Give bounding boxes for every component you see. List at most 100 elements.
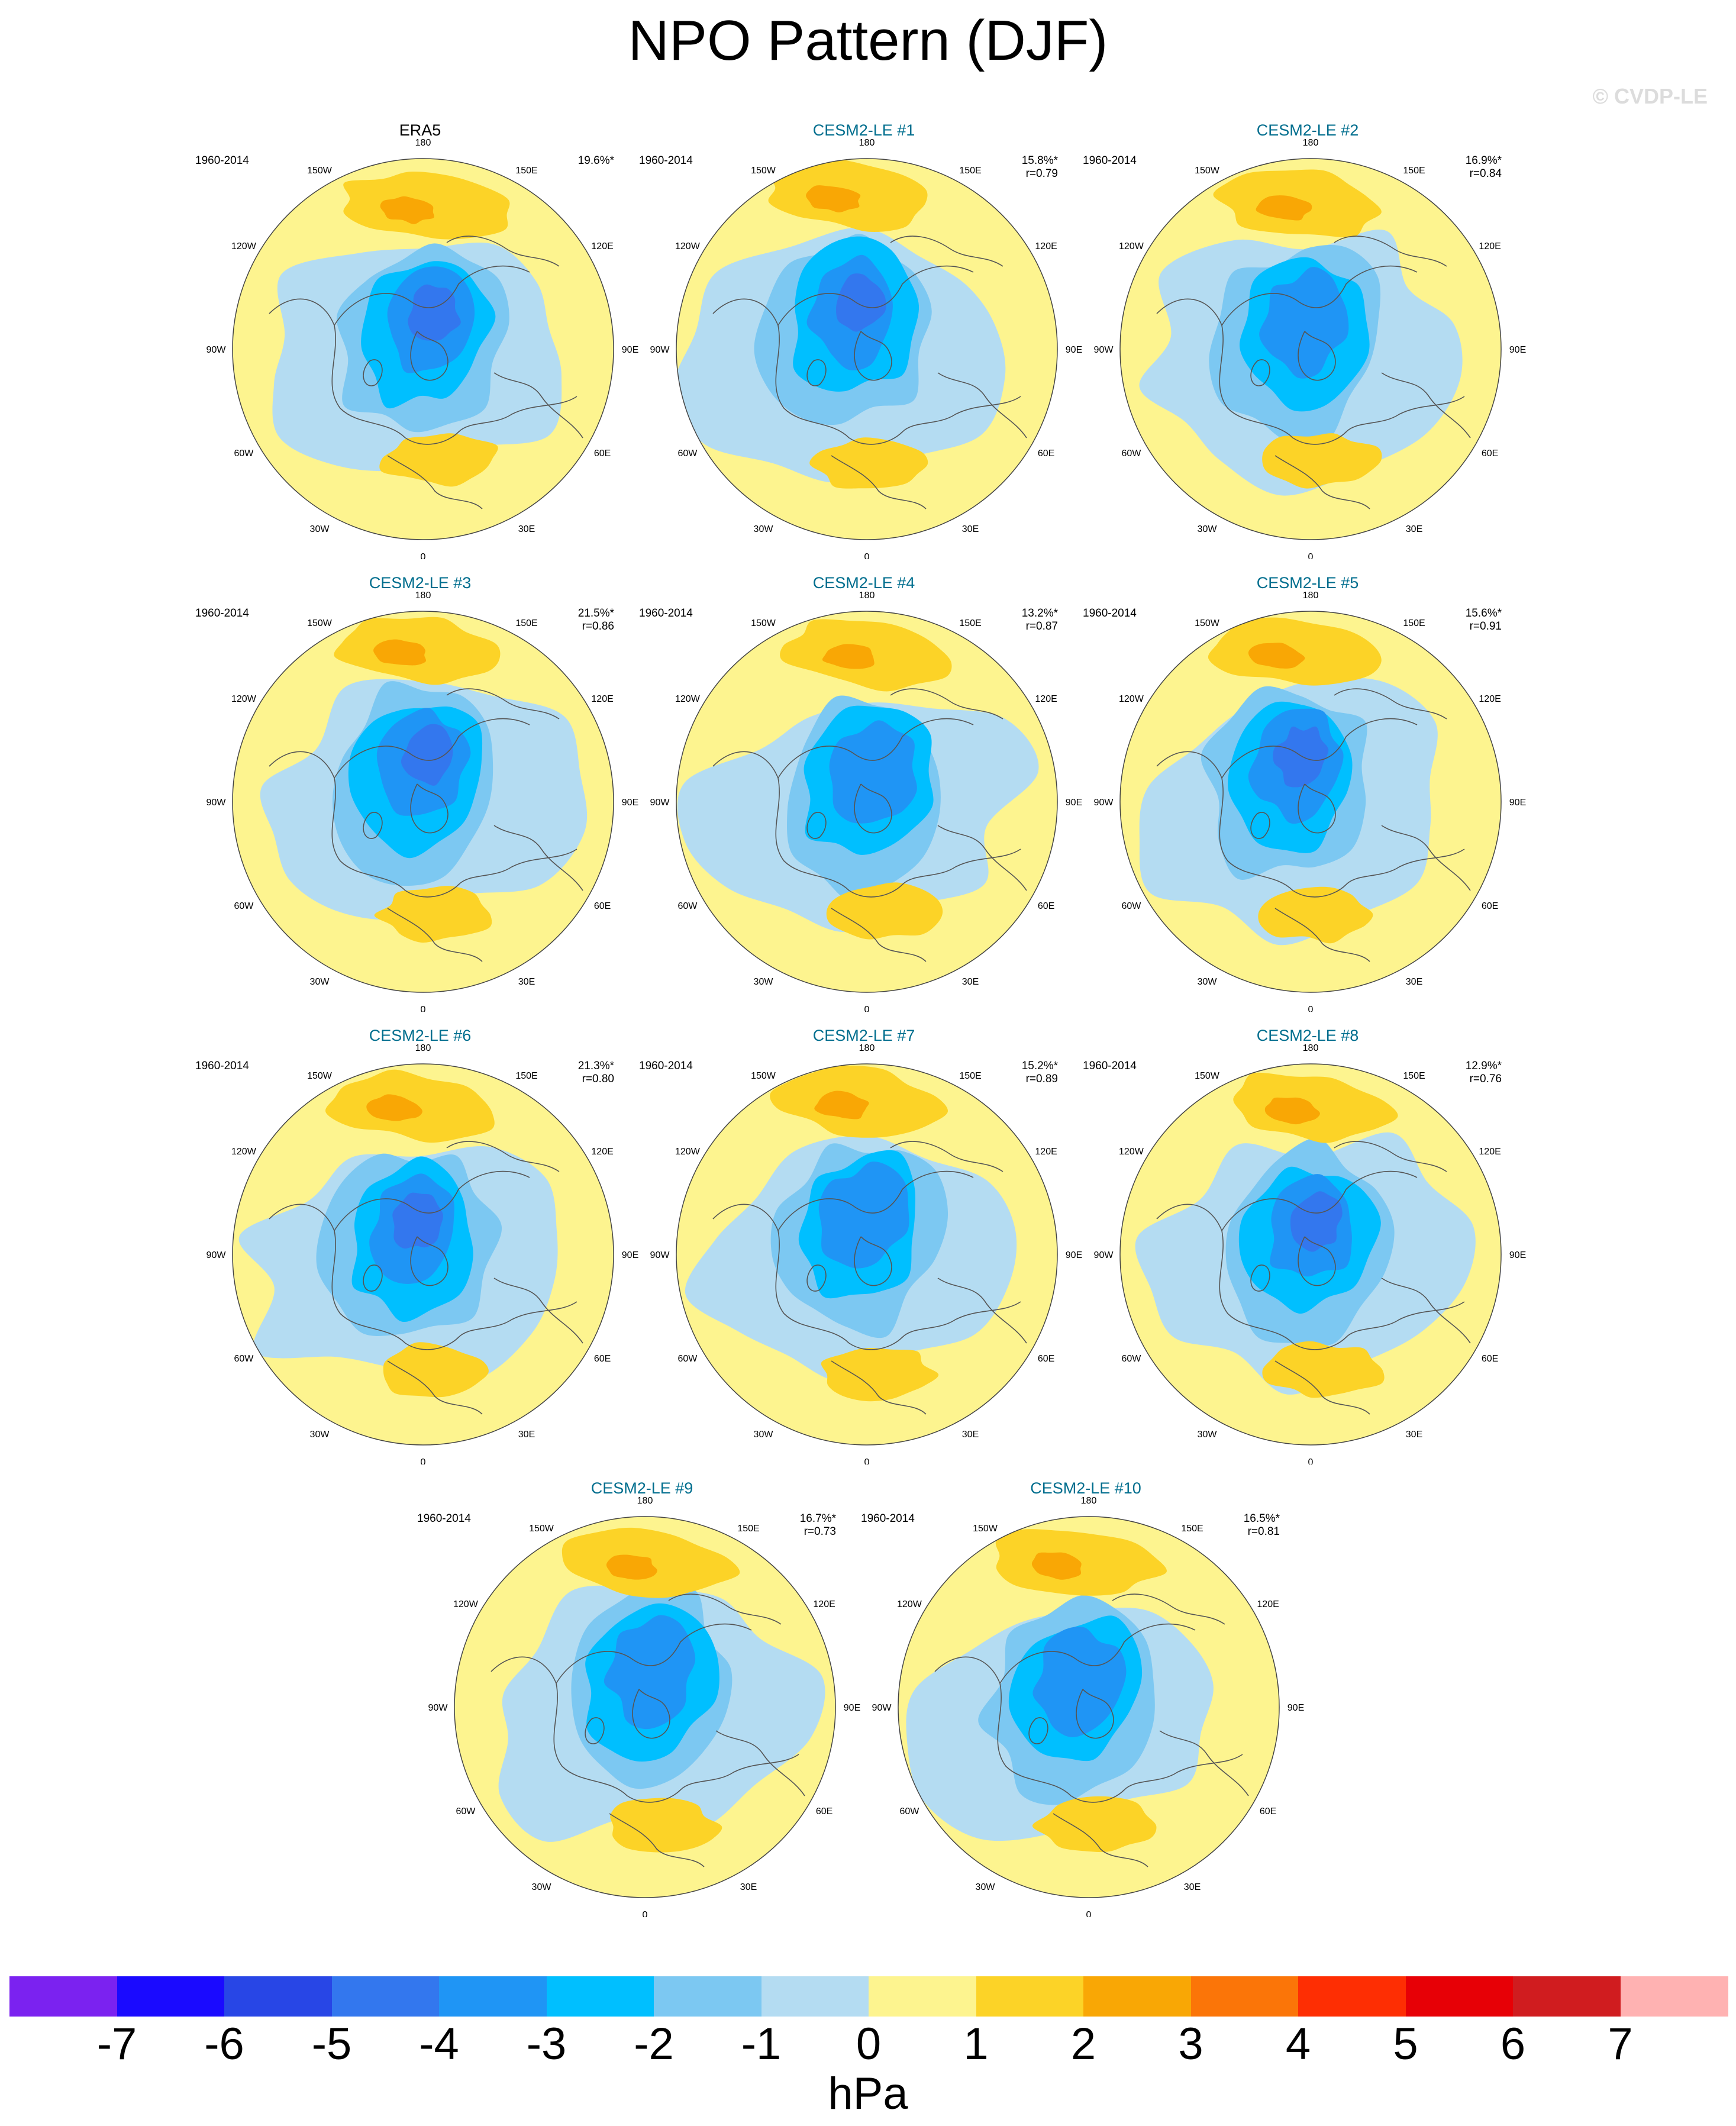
longitude-label: 90E — [622, 1250, 638, 1260]
coastline — [1076, 1689, 1114, 1739]
panel-correlation: r=0.81 — [1247, 1525, 1280, 1538]
map-panel: CESM2-LE #8 1960-2014 12.9%* r=0.76 180 150E 1… — [1083, 1027, 1532, 1464]
contour-fill — [1032, 1796, 1157, 1853]
coastline — [493, 1277, 583, 1344]
coastline — [1274, 1360, 1370, 1415]
longitude-label: 60E — [1260, 1806, 1276, 1817]
longitude-label: 60E — [1482, 1354, 1498, 1364]
colorbar-segment — [976, 1976, 1084, 2017]
longitude-label: 60W — [1121, 449, 1141, 459]
polar-map: 180 150E 120E 90E 60E 30E 0 30W 60W 90W 120W 150W — [206, 138, 639, 559]
longitude-label: 0 — [864, 1457, 870, 1464]
coastline — [269, 751, 406, 891]
coastline — [387, 1360, 483, 1415]
globe-border — [232, 1063, 614, 1446]
contour-fill — [818, 1162, 909, 1269]
longitude-label: 150W — [751, 1071, 776, 1081]
map-panel: CESM2-LE #6 1960-2014 21.3%* r=0.80 180 150E 1… — [195, 1027, 645, 1464]
longitude-label: 60E — [594, 1354, 611, 1364]
longitude-label: 150W — [751, 618, 776, 628]
longitude-label: 60W — [677, 449, 698, 459]
colorbar-tick-label: 4 — [1285, 2019, 1311, 2069]
panel-period: 1960-2014 — [1083, 1060, 1137, 1072]
longitude-label: 0 — [864, 1005, 870, 1012]
coastline — [1381, 825, 1471, 891]
longitude-label: 0 — [864, 552, 870, 559]
contour-fill — [604, 1615, 696, 1730]
coastline — [668, 1593, 782, 1625]
longitude-label: 150W — [529, 1524, 554, 1534]
coastline — [410, 783, 448, 834]
coastline — [712, 1204, 850, 1344]
panel-title: CESM2-LE #7 — [812, 1027, 915, 1044]
colorbar-tick-label: 6 — [1500, 2019, 1526, 2069]
longitude-label: 90E — [1066, 345, 1082, 355]
globe-border — [676, 1063, 1058, 1446]
panel-period: 1960-2014 — [1083, 154, 1137, 167]
contour-fill — [401, 724, 453, 786]
coastline — [1221, 718, 1418, 779]
panel-title: CESM2-LE #10 — [1030, 1479, 1141, 1497]
coastline — [1112, 1593, 1225, 1625]
coastline — [1274, 908, 1370, 962]
colorbar-tick-label: 5 — [1393, 2019, 1418, 2069]
polar-map: 180 150E 120E 90E 60E 30E 0 30W 60W 90W 120W 150W — [650, 1043, 1083, 1464]
panel-correlation: r=0.79 — [1025, 167, 1058, 180]
coastline — [806, 1264, 827, 1292]
contour-fill — [1032, 1627, 1127, 1737]
coastline — [585, 1717, 605, 1744]
longitude-label: 60W — [677, 901, 698, 911]
map-panel: CESM2-LE #4 1960-2014 13.2%* r=0.87 180 150E 1… — [639, 574, 1089, 1012]
globe-border — [1119, 611, 1502, 993]
longitude-label: 0 — [421, 1457, 426, 1464]
coastline — [387, 908, 483, 962]
globe-border — [232, 158, 614, 540]
coastline — [777, 265, 974, 326]
map-panel: ERA5 1960-2014 19.6%* 180 150E 120E 90E 60E 30E 0… — [195, 121, 645, 559]
contour-fill — [606, 1554, 657, 1580]
coastline — [269, 298, 406, 438]
colorbar-segment — [1405, 1976, 1514, 2017]
colorbar-segment — [761, 1976, 869, 2017]
longitude-label: 90E — [844, 1703, 860, 1713]
coastline — [890, 688, 1003, 720]
panel-variance-explained: 15.8%* — [1021, 154, 1058, 167]
figure-title: NPO Pattern (DJF) — [628, 9, 1108, 72]
coastline — [1334, 235, 1447, 267]
panel-period: 1960-2014 — [639, 154, 693, 167]
panel-stats: 13.2%* r=0.87 — [975, 607, 1058, 633]
longitude-label: 180 — [415, 138, 431, 148]
coastline — [890, 1141, 1003, 1172]
panel-correlation: r=0.86 — [582, 620, 614, 633]
panel-period: 1960-2014 — [417, 1512, 471, 1525]
panel-period: 1960-2014 — [195, 1060, 249, 1072]
panel-correlation: r=0.87 — [1025, 620, 1058, 633]
panel-title: CESM2-LE #1 — [812, 121, 915, 139]
contour-fill — [1264, 1097, 1320, 1125]
longitude-label: 30E — [1184, 1882, 1201, 1892]
longitude-label: 180 — [859, 591, 875, 601]
panel-stats: 12.9%* r=0.76 — [1419, 1060, 1502, 1086]
panel-correlation: r=0.89 — [1025, 1073, 1058, 1085]
longitude-label: 150E — [1403, 1071, 1425, 1081]
longitude-label: 30E — [962, 1430, 979, 1440]
longitude-label: 120W — [231, 1147, 257, 1157]
panel-correlation: r=0.84 — [1469, 167, 1502, 180]
colorbar-segment — [1083, 1976, 1191, 2017]
polar-map: 180 150E 120E 90E 60E 30E 0 30W 60W 90W 120W 150W — [650, 591, 1083, 1012]
contour-fill — [392, 1192, 443, 1249]
longitude-label: 150W — [307, 1071, 333, 1081]
longitude-label: 60W — [234, 449, 254, 459]
colorbar-tick-label: 2 — [1070, 2019, 1096, 2069]
longitude-label: 120E — [1035, 694, 1057, 704]
longitude-label: 120W — [1119, 694, 1144, 704]
longitude-label: 90W — [1094, 345, 1114, 355]
longitude-label: 150E — [1403, 618, 1425, 628]
longitude-label: 30W — [532, 1882, 552, 1892]
longitude-label: 90E — [622, 345, 638, 355]
longitude-label: 180 — [637, 1496, 653, 1506]
panel-title: CESM2-LE #6 — [369, 1027, 472, 1044]
coastline — [806, 359, 827, 386]
panel-period: 1960-2014 — [1083, 607, 1137, 620]
map-panel: CESM2-LE #7 1960-2014 15.2%* r=0.89 180 150E 1… — [639, 1027, 1089, 1464]
